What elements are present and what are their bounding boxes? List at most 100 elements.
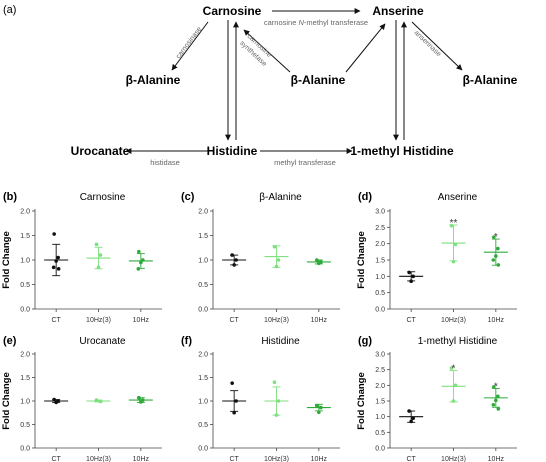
enzyme-histidase: histidase xyxy=(150,158,180,167)
data-point xyxy=(234,258,238,262)
data-point xyxy=(496,394,500,399)
x-tick-label: 10Hz xyxy=(133,456,150,462)
data-point xyxy=(139,400,143,404)
chart-panel-d: (d) Anserine Fold Change 0.0 0.5 1.0 1.5 2.0 2.5… xyxy=(356,191,517,324)
y-tick-label: 0.5 xyxy=(375,430,385,437)
y-tick-label: 0.0 xyxy=(375,446,385,453)
chart-panel-c: (c) β-Alanine 0.0 0.5 1.0 1.5 2.0 CT 10Hz(3) 10Hz xyxy=(181,191,340,324)
y-axis-label: Fold Change xyxy=(1,231,12,289)
x-tick-label: CT xyxy=(51,456,61,462)
data-point xyxy=(94,398,99,402)
group-CT xyxy=(222,381,247,415)
data-point xyxy=(54,259,58,263)
group-10Hz(3): * xyxy=(441,364,466,403)
data-point xyxy=(98,399,103,404)
data-point xyxy=(272,380,277,385)
y-tick-label: 1.0 xyxy=(20,258,30,265)
data-point xyxy=(411,274,415,279)
y-tick-label: 0.0 xyxy=(20,446,30,453)
node-urocanate: Urocanate xyxy=(71,144,130,158)
x-tick-label: 10Hz xyxy=(133,317,150,324)
data-point xyxy=(496,246,500,251)
group-CT xyxy=(399,409,424,424)
data-point xyxy=(409,279,413,284)
data-point xyxy=(491,402,496,407)
y-tick-label: 1.0 xyxy=(20,399,30,406)
data-point xyxy=(315,403,319,408)
x-tick-label: CT xyxy=(51,317,61,324)
x-tick-label: CT xyxy=(229,456,239,462)
y-axis-label: Fold Change xyxy=(1,372,12,430)
y-tick-label: 2.0 xyxy=(198,352,208,359)
y-tick-label: 1.5 xyxy=(375,258,385,265)
chart-title: Anserine xyxy=(438,192,478,203)
y-tick-label: 1.0 xyxy=(375,274,385,281)
y-tick-label: 0.5 xyxy=(20,422,30,429)
data-point xyxy=(451,259,456,264)
y-tick-label: 2.0 xyxy=(198,209,208,216)
data-point xyxy=(451,399,456,403)
chart-title: Urocanate xyxy=(79,336,126,347)
data-point xyxy=(137,249,141,254)
data-point xyxy=(274,264,279,269)
data-point xyxy=(232,410,236,415)
data-point xyxy=(96,265,101,270)
y-tick-label: 1.5 xyxy=(20,375,30,382)
significance-star: * xyxy=(494,381,498,392)
y-tick-label: 1.0 xyxy=(375,414,385,421)
x-tick-label: 10Hz(3) xyxy=(441,456,466,462)
data-point xyxy=(407,270,411,275)
node-1-methyl-histidine: 1-methyl Histidine xyxy=(350,144,454,158)
data-point xyxy=(317,261,321,266)
data-point xyxy=(272,244,277,249)
y-tick-label: 0.5 xyxy=(20,282,30,289)
data-point xyxy=(315,258,319,262)
panel-label-a: (a) xyxy=(3,4,16,16)
chart-panel-b: (b) Carnosine Fold Change 0.0 0.5 1.0 1.5 2.0 CT… xyxy=(1,191,162,324)
x-tick-label: 10Hz(3) xyxy=(86,317,111,324)
data-point xyxy=(234,399,238,403)
arrow-anserine-b-alanine xyxy=(411,21,463,71)
y-axis-label: Fold Change xyxy=(356,372,367,430)
arrow-b-alanine-anserine xyxy=(345,23,386,73)
charts: (b) Carnosine Fold Change 0.0 0.5 1.0 1.5 2.0 CT… xyxy=(1,191,517,462)
panel-label: (g) xyxy=(358,335,372,347)
group-10Hz xyxy=(128,249,153,271)
group-10Hz(3) xyxy=(86,398,111,404)
group-CT xyxy=(399,270,424,284)
chart-panel-e: (e) Urocanate Fold Change 0.0 0.5 1.0 1.5 2.0 CT… xyxy=(1,335,162,462)
x-tick-label: CT xyxy=(406,456,416,462)
significance-star: ** xyxy=(450,218,458,229)
data-point xyxy=(56,255,60,260)
y-tick-label: 0.0 xyxy=(198,307,208,314)
y-tick-label: 2.0 xyxy=(20,209,30,216)
panel-label: (b) xyxy=(3,191,17,203)
data-point xyxy=(51,265,56,270)
chart-title: Carnosine xyxy=(80,192,126,203)
data-point xyxy=(449,366,454,370)
y-tick-label: 1.5 xyxy=(198,375,208,382)
y-tick-label: 0.5 xyxy=(198,422,208,429)
data-point xyxy=(52,232,56,236)
pathway-diagram: (a) Carnosine Anserine β-Alanine β-Alani… xyxy=(3,4,518,167)
data-point xyxy=(319,405,323,410)
y-tick-label: 0.0 xyxy=(198,446,208,453)
group-10Hz(3) xyxy=(86,242,111,270)
group-10Hz(3) xyxy=(264,244,289,269)
group-CT xyxy=(44,397,69,405)
group-10Hz xyxy=(128,395,153,404)
data-point xyxy=(98,253,103,257)
data-point xyxy=(453,242,458,247)
chart-title: Histidine xyxy=(261,336,300,347)
group-10Hz: * xyxy=(483,381,508,411)
enzyme-anserinase: anserinase xyxy=(413,29,443,58)
y-tick-label: 1.0 xyxy=(198,258,208,265)
data-point xyxy=(276,399,281,403)
data-point xyxy=(56,267,61,271)
data-point xyxy=(492,235,496,239)
data-point xyxy=(453,383,458,388)
data-point xyxy=(137,395,141,400)
y-tick-label: 1.5 xyxy=(375,399,385,406)
y-axis-label: Fold Change xyxy=(356,231,367,289)
group-CT xyxy=(44,232,69,277)
